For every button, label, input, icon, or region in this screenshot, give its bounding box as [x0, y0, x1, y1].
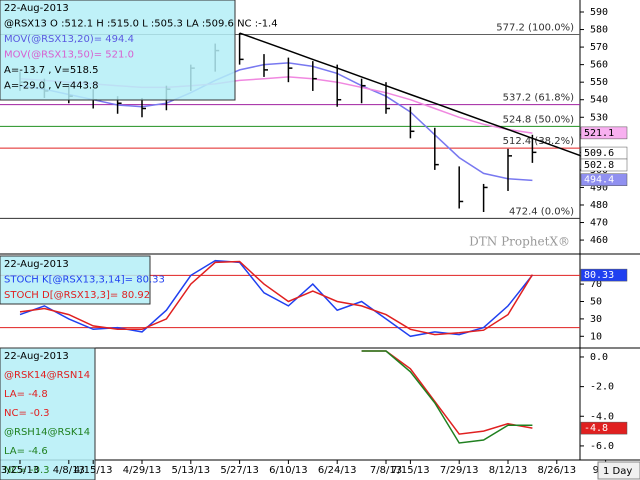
x-tick-label: 6/24/13 [318, 465, 357, 476]
legend-text: LA= -4.8 [4, 389, 48, 400]
value-box [580, 421, 628, 435]
y-tick-label: 0.0 [590, 352, 608, 363]
y-tick-label: 50 [590, 297, 602, 308]
legend-text: 22-Aug-2013 [4, 259, 69, 270]
series-line [361, 350, 533, 444]
level-label: 537.2 (61.8%) [503, 93, 574, 104]
legend-text: MOV(@RSX13,20)= 494.4 [4, 34, 134, 45]
watermark: DTN ProphetX® [469, 235, 570, 249]
x-tick-label: 4/15/13 [74, 465, 113, 476]
legend-text: A=-13.7 , V=518.5 [4, 65, 98, 76]
value-box-label: 494.4 [584, 175, 614, 186]
y-tick-label: 10 [590, 331, 602, 342]
x-tick-label: 5/27/13 [220, 465, 259, 476]
legend-text: STOCH D[@RSX13,3]= 80.92 [4, 290, 150, 301]
y-tick-label: 530 [590, 112, 608, 123]
x-tick-label: 5/13/13 [172, 465, 211, 476]
level-label: 512.4 (38.2%) [503, 136, 574, 147]
x-tick-label: 4/29/13 [123, 465, 162, 476]
y-tick-label: 560 [590, 60, 608, 71]
x-tick-label: 7/8/13 [370, 465, 402, 476]
y-tick-label: 590 [590, 7, 608, 18]
legend-text: @RSX13 O :512.1 H :515.0 L :505.3 LA :50… [4, 19, 278, 30]
x-tick-label: 6/10/13 [269, 465, 308, 476]
legend-text: LA= -4.6 [4, 446, 48, 457]
legend-text: @RSH14@RSK14 [4, 427, 90, 438]
level-label: 472.4 (0.0%) [509, 206, 574, 217]
legend-text: NC= -0.3 [4, 465, 50, 476]
y-tick-label: -6.0 [590, 441, 614, 452]
series-line [19, 62, 533, 182]
value-box-label: 502.8 [584, 160, 614, 171]
y-tick-label: 460 [590, 235, 608, 246]
y-tick-label: 470 [590, 218, 608, 229]
legend-text: STOCH K[@RSX13,3,14]= 80.33 [4, 275, 165, 286]
y-tick-label: 550 [590, 77, 608, 88]
legend-text: 22-Aug-2013 [4, 351, 69, 362]
y-tick-label: 490 [590, 182, 608, 193]
y-tick-label: 540 [590, 95, 608, 106]
timeframe-box [597, 461, 640, 480]
value-box-label: -4.8 [584, 423, 608, 434]
x-tick-label: 4/8/13 [53, 465, 85, 476]
legend-text: @RSK14@RSN14 [4, 370, 90, 381]
value-box-label: 521.1 [584, 128, 614, 139]
x-tick-label: 7/15/13 [391, 465, 430, 476]
x-tick-label: 8/12/13 [489, 465, 528, 476]
value-box-label: 509.6 [584, 148, 614, 159]
legend-text: MOV(@RSX13,50)= 521.0 [4, 50, 134, 61]
legend-box [0, 255, 151, 305]
y-tick-label: 570 [590, 42, 608, 53]
level-label: 577.2 (100.0%) [496, 22, 574, 33]
timeframe: 1 Day [603, 466, 632, 477]
x-tick-label: 8/26/13 [538, 465, 577, 476]
value-box [580, 126, 628, 140]
trend-line [239, 32, 606, 166]
legend-box [0, 0, 236, 101]
y-tick-label: 30 [590, 314, 602, 325]
legend-text: A=-29.0 , V=443.8 [4, 81, 98, 92]
series-line [19, 260, 534, 336]
value-box [580, 173, 628, 186]
legend-box [0, 347, 96, 480]
y-tick-label: 70 [590, 279, 602, 290]
legend-text: 22-Aug-2013 [4, 3, 69, 14]
y-tick-label: 580 [590, 25, 608, 36]
legend-text: NC= -0.3 [4, 408, 50, 419]
x-tick-label: 3/25/13 [1, 465, 40, 476]
value-box-label: 80.33 [584, 270, 614, 281]
y-tick-label: -2.0 [590, 382, 614, 393]
level-label: 524.8 (50.0%) [503, 114, 574, 125]
value-box [580, 268, 628, 282]
x-tick-label: 7/29/13 [440, 465, 479, 476]
value-box [580, 158, 628, 172]
y-tick-label: -4.0 [590, 411, 614, 422]
y-tick-label: 480 [590, 200, 608, 211]
